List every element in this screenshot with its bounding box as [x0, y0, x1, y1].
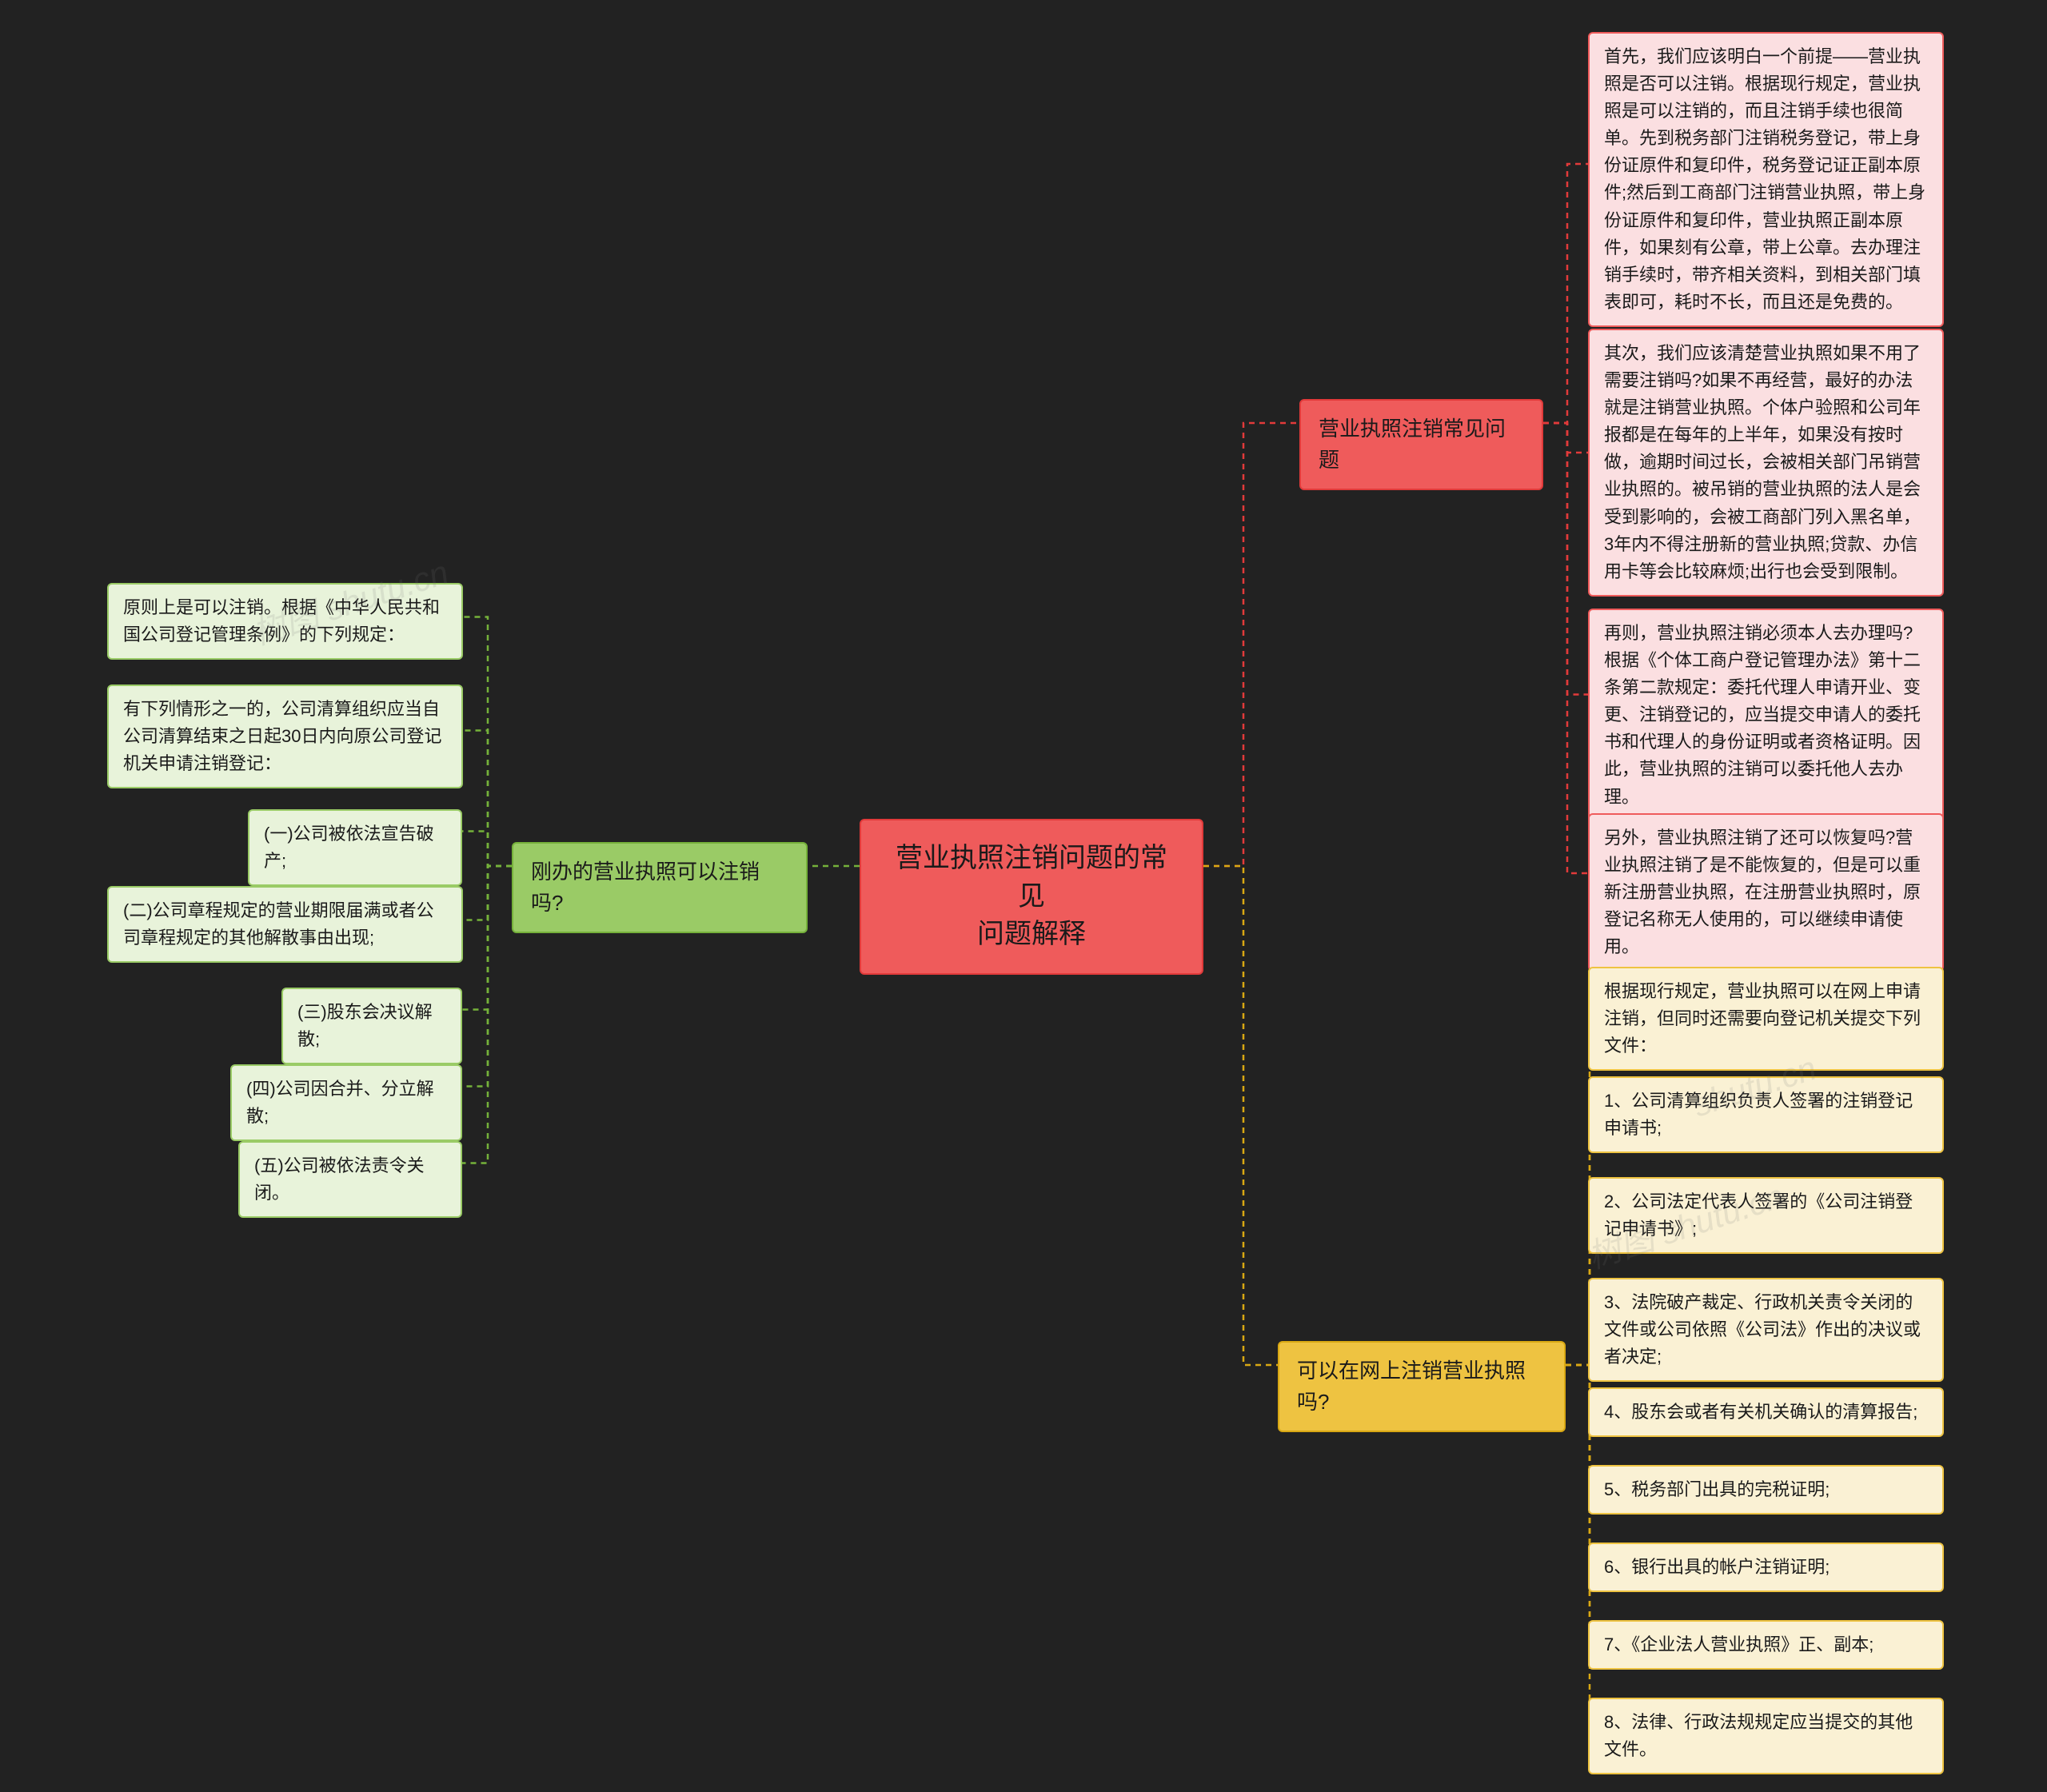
- leaf-node-b2-1: 1、公司清算组织负责人签署的注销登记申请书;: [1588, 1076, 1944, 1153]
- leaf-node-b3-3: (二)公司章程规定的营业期限届满或者公司章程规定的其他解散事由出现;: [107, 886, 463, 963]
- leaf-node-b2-5: 5、税务部门出具的完税证明;: [1588, 1465, 1944, 1515]
- leaf-node-b2-4: 4、股东会或者有关机关确认的清算报告;: [1588, 1387, 1944, 1437]
- leaf-node-b2-7: 7、《企业法人营业执照》正、副本;: [1588, 1620, 1944, 1670]
- leaf-node-b3-4: (三)股东会决议解散;: [281, 988, 462, 1064]
- leaf-node-b3-6: (五)公司被依法责令关闭。: [238, 1141, 462, 1218]
- leaf-node-b2-3: 3、法院破产裁定、行政机关责令关闭的文件或公司依照《公司法》作出的决议或者决定;: [1588, 1278, 1944, 1382]
- leaf-node-b1-1: 其次，我们应该清楚营业执照如果不用了需要注销吗?如果不再经营，最好的办法就是注销…: [1588, 329, 1944, 597]
- root-node: 营业执照注销问题的常见问题解释: [860, 819, 1203, 975]
- leaf-node-b1-0: 首先，我们应该明白一个前提——营业执照是否可以注销。根据现行规定，营业执照是可以…: [1588, 32, 1944, 327]
- leaf-node-b1-2: 再则，营业执照注销必须本人去办理吗?根据《个体工商户登记管理办法》第十二条第二款…: [1588, 609, 1944, 822]
- leaf-node-b3-1: 有下列情形之一的，公司清算组织应当自公司清算结束之日起30日内向原公司登记机关申…: [107, 684, 463, 788]
- leaf-node-b3-0: 原则上是可以注销。根据《中华人民共和国公司登记管理条例》的下列规定：: [107, 583, 463, 660]
- leaf-node-b3-2: (一)公司被依法宣告破产;: [248, 809, 462, 886]
- leaf-node-b2-2: 2、公司法定代表人签署的《公司注销登记申请书》;: [1588, 1177, 1944, 1254]
- leaf-node-b2-8: 8、法律、行政法规规定应当提交的其他文件。: [1588, 1698, 1944, 1774]
- leaf-node-b2-6: 6、银行出具的帐户注销证明;: [1588, 1543, 1944, 1592]
- leaf-node-b1-3: 另外，营业执照注销了还可以恢复吗?营业执照注销了是不能恢复的，但是可以重新注册营…: [1588, 813, 1944, 972]
- leaf-node-b3-5: (四)公司因合并、分立解散;: [230, 1064, 462, 1141]
- leaf-node-b2-0: 根据现行规定，营业执照可以在网上申请注销，但同时还需要向登记机关提交下列文件：: [1588, 967, 1944, 1071]
- branch-node-b2: 可以在网上注销营业执照吗?: [1278, 1341, 1566, 1432]
- branch-node-b1: 营业执照注销常见问题: [1299, 399, 1543, 490]
- branch-node-b3: 刚办的营业执照可以注销吗?: [512, 842, 808, 933]
